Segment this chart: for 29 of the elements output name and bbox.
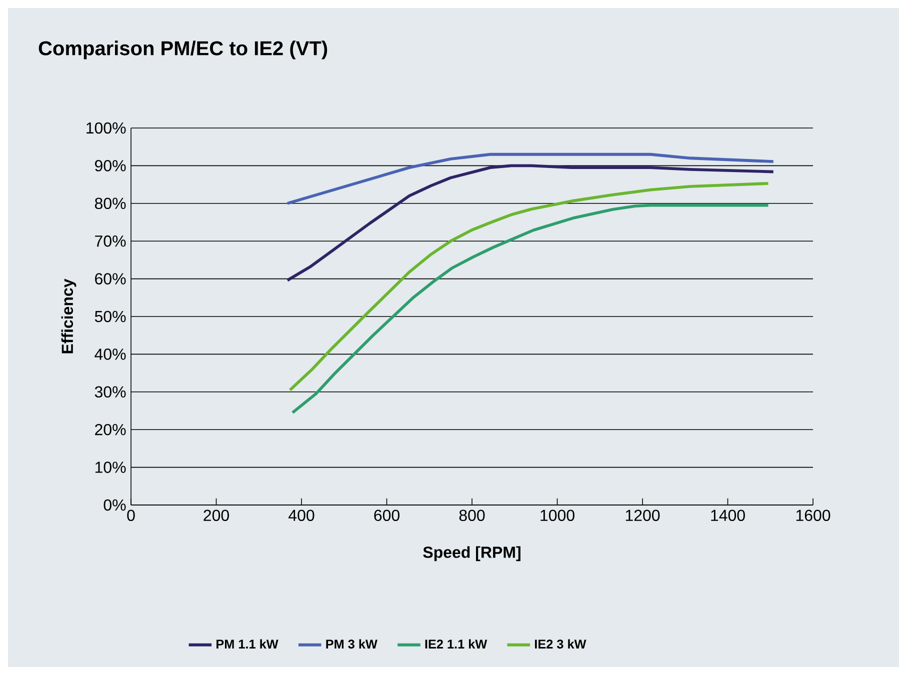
x-tick-label: 600 [374, 510, 400, 522]
x-tick-label: 0 [127, 510, 135, 522]
y-tick-label: 70% [95, 235, 126, 247]
legend-label: PM 3 kW [326, 639, 378, 649]
x-tick-label: 1200 [626, 510, 660, 522]
x-tick-label: 1600 [796, 510, 830, 522]
x-tick-label: 1400 [711, 510, 745, 522]
y-tick-label: 90% [95, 160, 126, 172]
y-tick-label: 80% [94, 198, 126, 210]
x-axis-title: Speed [RPM] [423, 546, 520, 562]
line-series [288, 182, 770, 392]
y-tick-label: 100% [86, 122, 126, 134]
legend-label: PM 1.1 kW [216, 639, 278, 648]
x-tick-label: 400 [288, 510, 314, 522]
legend-label: IE2 1.1 kW [425, 639, 488, 648]
y-tick-label: 0% [104, 499, 126, 511]
y-axis-title: Efficiency [61, 278, 76, 354]
legend-label: IE2 3 kW [535, 639, 586, 649]
x-tick-label: 1000 [540, 510, 574, 522]
y-tick-label: 50% [94, 310, 126, 322]
y-tick-label: 30% [94, 386, 126, 398]
x-tick-label: 800 [459, 510, 485, 522]
y-tick-label: 60% [95, 273, 126, 284]
y-tick-label: 20% [95, 424, 126, 436]
x-tick-label: 200 [204, 510, 229, 522]
line-series [291, 204, 770, 414]
chart-title: Comparison PM/EC to IE2 (VT) [38, 40, 328, 60]
y-tick-label: 10% [95, 462, 126, 473]
y-tick-label: 40% [94, 348, 126, 360]
